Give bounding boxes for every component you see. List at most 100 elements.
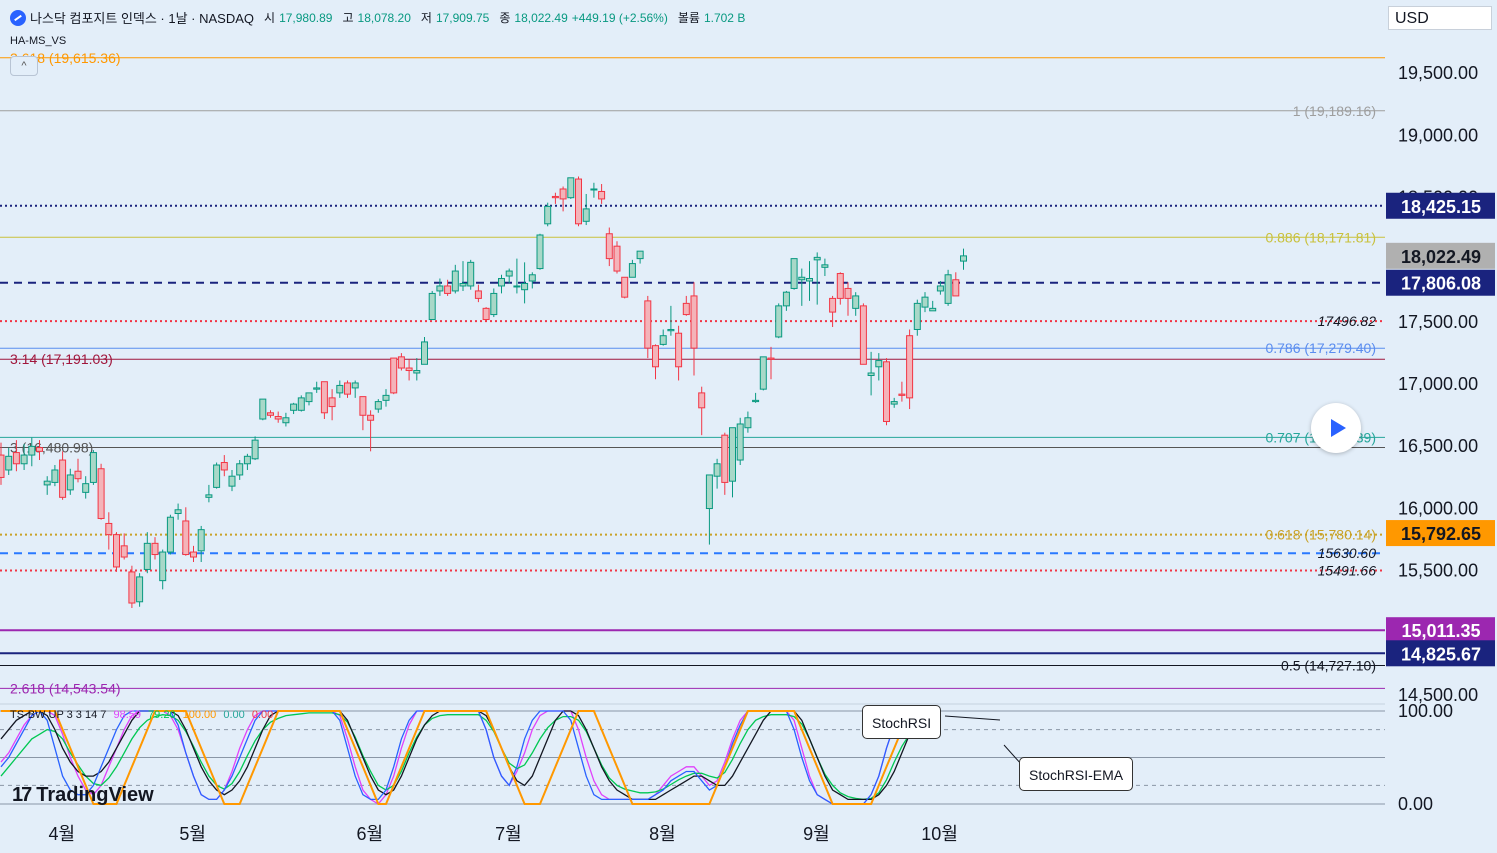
- collapse-legend-button[interactable]: ^: [10, 56, 38, 76]
- indicator-series-4: [1, 710, 925, 805]
- candle: [767, 346, 775, 380]
- indicator-legend-name[interactable]: TS-BW UP 3 3 14 7: [10, 709, 107, 721]
- candle: [344, 380, 351, 398]
- candle-body: [220, 462, 228, 471]
- candle: [305, 392, 313, 406]
- candle: [436, 278, 444, 296]
- candle-body: [721, 434, 729, 483]
- candle-body: [898, 393, 906, 396]
- candle: [836, 272, 844, 305]
- candle: [467, 259, 475, 290]
- candle: [290, 402, 298, 415]
- candle: [567, 177, 575, 199]
- candle: [367, 410, 375, 452]
- high-label: 고: [342, 11, 354, 25]
- time-axis-label: 4월: [49, 824, 76, 844]
- candle: [636, 250, 644, 264]
- candle: [459, 261, 467, 291]
- candle-body: [113, 534, 120, 568]
- candle-body: [313, 387, 321, 390]
- candle-body: [282, 417, 290, 424]
- candle-body: [336, 384, 344, 394]
- candle-body: [459, 282, 467, 287]
- candle: [259, 398, 267, 421]
- close-label: 종: [499, 11, 511, 25]
- candle-body: [767, 357, 775, 360]
- price-level-label-1: 1 (19,189.16): [1293, 103, 1376, 119]
- candle-body: [729, 427, 736, 482]
- candle: [528, 272, 536, 289]
- candle: [806, 261, 813, 301]
- price-tag-box: [1386, 617, 1495, 644]
- candle-body: [528, 274, 536, 282]
- candle: [775, 303, 783, 339]
- candle-body: [259, 398, 267, 420]
- candle-body: [698, 392, 706, 409]
- candle: [190, 545, 197, 562]
- candle-body: [944, 274, 952, 304]
- replay-play-button[interactable]: [1311, 403, 1361, 453]
- candle: [236, 460, 244, 480]
- candle-body: [621, 276, 629, 298]
- price-level-label-9: 3 (16,480.98): [10, 439, 93, 455]
- price-level-label-5: 17496.82: [1318, 313, 1377, 329]
- price-tick-label: 17,000.00: [1398, 374, 1478, 394]
- candle-body: [136, 576, 144, 603]
- candle-body: [174, 509, 182, 514]
- candle: [267, 410, 274, 418]
- low-label: 저: [420, 11, 432, 25]
- candle-body: [821, 264, 829, 268]
- candle-body: [921, 296, 929, 308]
- candle: [721, 432, 729, 495]
- price-tick-label: 16,000.00: [1398, 498, 1478, 518]
- candle: [282, 412, 290, 427]
- candle-body: [913, 302, 921, 330]
- volume-value: 1.702 B: [703, 10, 746, 25]
- candle-body: [274, 416, 282, 420]
- indicator-tick-label: 0.00: [1398, 794, 1433, 814]
- candle-body: [359, 396, 367, 416]
- candle: [328, 389, 336, 421]
- candle: [582, 193, 590, 226]
- candle: [351, 380, 359, 398]
- candle-body: [744, 417, 752, 429]
- indicator-name[interactable]: HA-MS_VS: [10, 35, 67, 47]
- candle-body: [297, 397, 305, 411]
- candle-body: [505, 270, 513, 277]
- candle-body: [759, 356, 767, 390]
- candle-body: [775, 305, 783, 338]
- symbol-logo-icon: [10, 9, 26, 26]
- currency-selector[interactable]: USD: [1388, 6, 1492, 30]
- candle-body: [20, 454, 28, 465]
- candle-body: [82, 483, 90, 493]
- symbol-title[interactable]: 나스닥 컴포지트 인덱스 · 1날 · NASDAQ: [30, 11, 255, 26]
- candle: [320, 381, 328, 420]
- tradingview-logo[interactable]: 17 TradingView: [12, 784, 154, 807]
- candle-body: [5, 455, 13, 471]
- candle: [875, 353, 883, 381]
- candle-body: [513, 285, 521, 288]
- candle-body: [498, 278, 505, 287]
- candle-body: [236, 463, 244, 476]
- candle-body: [89, 452, 97, 483]
- price-tick-label: 19,000.00: [1398, 125, 1478, 145]
- candle: [59, 451, 67, 500]
- price-tick-label: 15,500.00: [1398, 560, 1478, 580]
- tradingview-mark-icon: 17: [12, 784, 32, 806]
- candle-body: [960, 255, 967, 262]
- candle-body: [182, 520, 190, 556]
- candle-body: [867, 372, 875, 376]
- candle: [136, 573, 144, 607]
- candle: [782, 290, 790, 311]
- candle: [844, 282, 852, 316]
- candle: [390, 357, 398, 395]
- open-value: 17,980.89: [279, 10, 333, 25]
- candle-body: [36, 447, 43, 452]
- candle: [498, 274, 505, 294]
- candle: [405, 359, 413, 381]
- candle: [89, 450, 97, 485]
- candle: [182, 507, 190, 556]
- price-tick-label: 16,500.00: [1398, 436, 1478, 456]
- candle-body: [436, 285, 444, 292]
